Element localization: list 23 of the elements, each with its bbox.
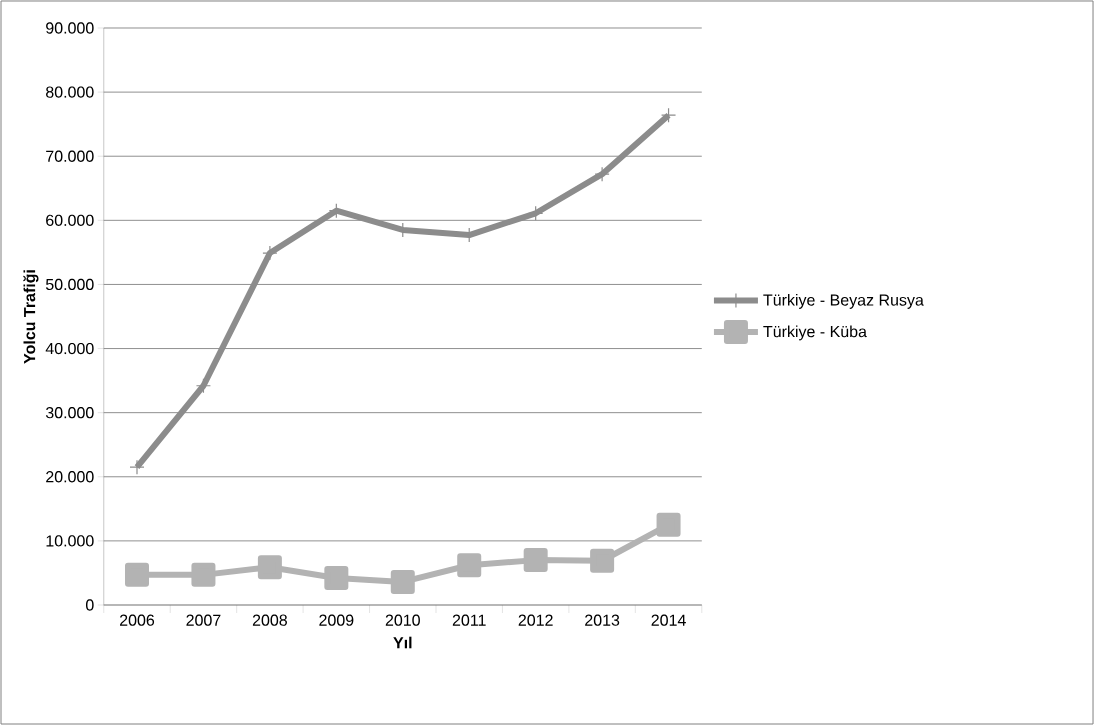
x-tick-label: 2014 xyxy=(651,614,686,626)
y-tick-label: 40.000 xyxy=(45,342,94,355)
y-axis-title: Yolcu Trafiği xyxy=(23,270,39,364)
x-tick-label: 2010 xyxy=(385,614,420,626)
x-tick-label: 2011 xyxy=(452,614,486,626)
y-tick-label: 50.000 xyxy=(45,278,94,291)
y-tick-label: 20.000 xyxy=(46,471,94,483)
x-tick-label: 2007 xyxy=(186,614,221,626)
x-axis-title: Yıl xyxy=(393,636,412,649)
y-tick-label: 10.000 xyxy=(46,535,94,547)
y-tick-label: 30.000 xyxy=(45,407,94,419)
x-tick-label: 2013 xyxy=(585,614,620,626)
y-tick-label: 80.000 xyxy=(46,86,94,98)
y-tick-label: 0 xyxy=(85,599,94,611)
x-tick-label: 2008 xyxy=(252,614,287,626)
x-tick-label: 2012 xyxy=(518,614,553,626)
y-tick-label: 70.000 xyxy=(46,150,94,162)
x-tick-label: 2006 xyxy=(120,614,155,626)
x-tick-label: 2009 xyxy=(319,614,354,626)
legend-label: Türkiye - Beyaz Rusya xyxy=(763,293,924,309)
legend-label: Türkiye - Küba xyxy=(763,325,867,341)
y-tick-label: 90.000 xyxy=(46,22,94,34)
y-tick-label: 60.000 xyxy=(46,214,94,226)
